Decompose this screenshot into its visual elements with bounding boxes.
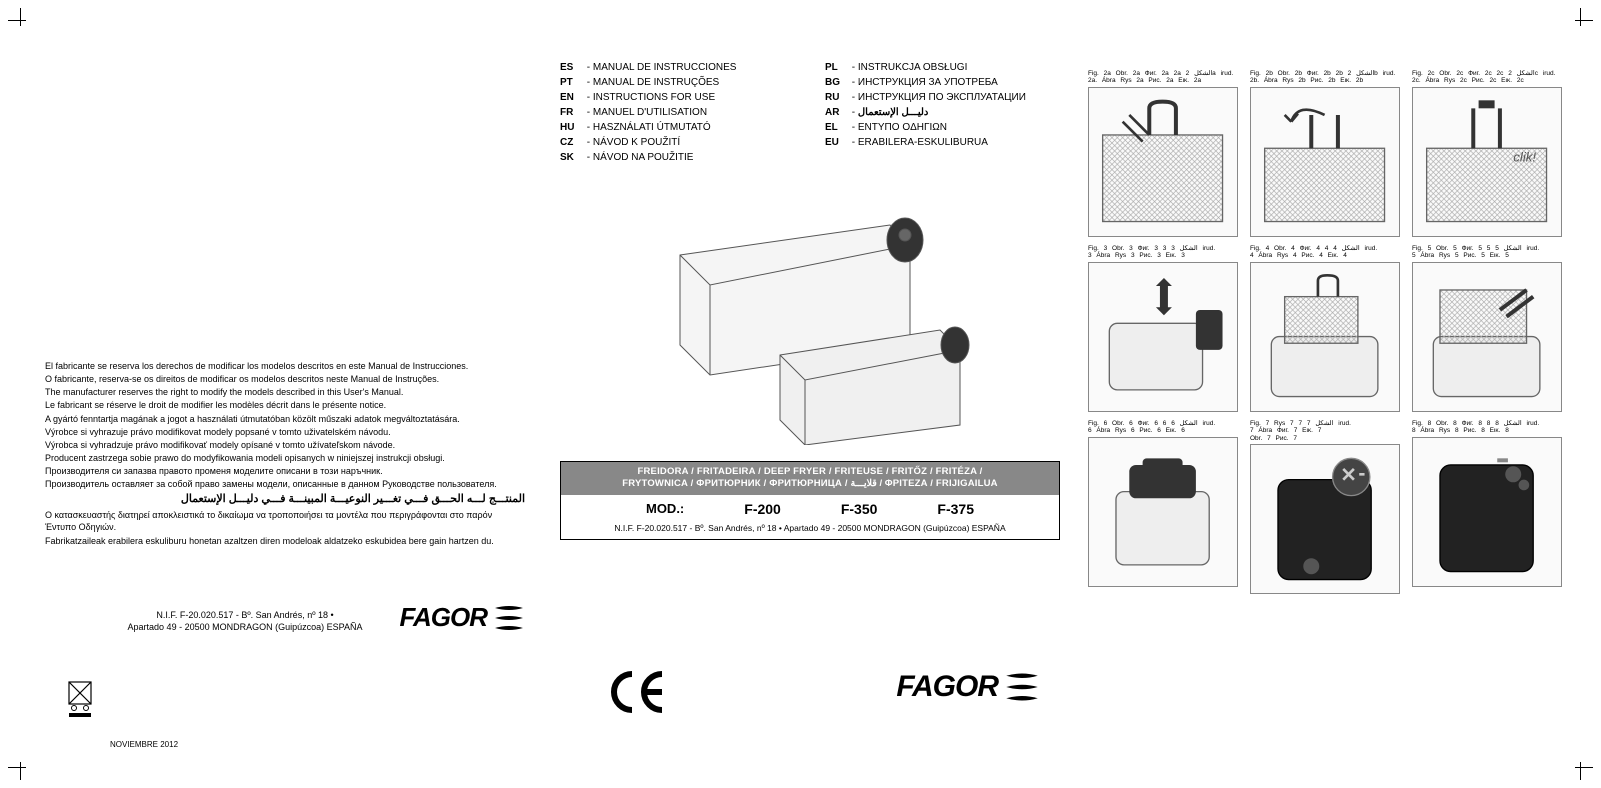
figure-caption: Fig. 7 Rys 7 7 الشكل 7 irud.7 Ábra Фиг. … (1250, 420, 1404, 442)
fagor-logo: FAGOR (400, 600, 525, 635)
manufacturer-address: N.I.F. F-20.020.517 - Bº. San Andrés, nº… (105, 610, 385, 633)
figure-cell: Fig. 7 Rys 7 7 الشكل 7 irud.7 Ábra Фиг. … (1250, 420, 1404, 594)
language-item: RU - ИНСТРУКЦИЯ ПО ЭКСПЛУАТАЦИИ (825, 90, 1060, 105)
figure-caption: Fig. 2a Obr. 2a Фиг. 2a 2a الشكل 2a irud… (1088, 70, 1242, 85)
crop-mark (1580, 8, 1581, 26)
figure-illustration (1250, 262, 1400, 412)
figure-illustration (1088, 262, 1238, 412)
model-row: MOD.: F-200 F-350 F-375 (561, 495, 1059, 523)
publication-date: NOVIEMBRE 2012 (110, 740, 178, 751)
figure-cell: Fig. 2c Obr. 2c Фиг. 2c 2c الشكل 2c irud… (1412, 70, 1566, 237)
disclaimer-text: Výrobca si vyhradzuje právo modifikovať … (45, 439, 525, 451)
ce-mark-icon (610, 670, 670, 719)
disclaimer-text: Producent zastrzega sobie prawo do modyf… (45, 452, 525, 464)
mod-label: MOD.: (646, 501, 684, 517)
language-item: ES - MANUAL DE INSTRUCCIONES (560, 60, 795, 75)
crop-mark (1575, 767, 1593, 768)
crop-mark (8, 20, 26, 21)
language-item: EU - ERABILERA-ESKULIBURUA (825, 135, 1060, 150)
brand-text: FAGOR (400, 600, 487, 635)
figure-illustration (1088, 437, 1238, 587)
crop-mark (20, 762, 21, 780)
crop-mark (8, 767, 26, 768)
product-type-header: FREIDORA / FRITADEIRA / DEEP FRYER / FRI… (561, 462, 1059, 495)
crop-mark (1580, 762, 1581, 780)
figure-grid: Fig. 2a Obr. 2a Фиг. 2a 2a الشكل 2a irud… (1088, 70, 1568, 594)
language-item: CZ - NÁVOD K POUŽITÍ (560, 135, 795, 150)
disclaimer-text: Производитель оставляет за собой право з… (45, 478, 525, 490)
language-item: HU - HASZNÁLATI ÚTMUTATÓ (560, 120, 795, 135)
disclaimer-text: The manufacturer reserves the right to m… (45, 386, 525, 398)
figure-illustration (1088, 87, 1238, 237)
svg-text:clik!: clik! (1514, 150, 1537, 165)
figure-cell: Fig. 3 Obr. 3 Фиг. 3 3 الشكل 3 irud.3 Áb… (1088, 245, 1242, 412)
disclaimer-text: El fabricante se reserva los derechos de… (45, 360, 525, 372)
product-illustration (560, 175, 1060, 455)
figure-illustration (1250, 444, 1400, 594)
language-item: SK - NÁVOD NA POUŽITIE (560, 150, 795, 165)
figure-illustration (1250, 87, 1400, 237)
fagor-swoosh-icon (1004, 671, 1040, 703)
figure-cell: Fig. 2b Obr. 2b Фиг. 2b 2b الشكل 2b irud… (1250, 70, 1404, 237)
model-number: F-375 (937, 501, 974, 517)
figure-cell: Fig. 5 Obr. 5 Фиг. 5 5 الشكل 5 irud.5 Áb… (1412, 245, 1566, 412)
disclaimer-text: Výrobce si vyhrazuje právo modifikovat m… (45, 426, 525, 438)
figure-caption: Fig. 3 Obr. 3 Фиг. 3 3 الشكل 3 irud.3 Áb… (1088, 245, 1242, 260)
manufacturer-address: N.I.F. F-20.020.517 - Bº. San Andrés, nº… (561, 523, 1059, 539)
language-item: EN - INSTRUCTIONS FOR USE (560, 90, 795, 105)
language-item: FR - MANUEL D'UTILISATION (560, 105, 795, 120)
model-info-box: FREIDORA / FRITADEIRA / DEEP FRYER / FRI… (560, 461, 1060, 540)
weee-icon (65, 680, 95, 721)
figure-illustration (1412, 437, 1562, 587)
fagor-swoosh-icon (493, 604, 525, 632)
figure-caption: Fig. 5 Obr. 5 Фиг. 5 5 الشكل 5 irud.5 Áb… (1412, 245, 1566, 260)
crop-mark (20, 8, 21, 26)
address-line: N.I.F. F-20.020.517 - Bº. San Andrés, nº… (105, 610, 385, 622)
address-line: Apartado 49 - 20500 MONDRAGON (Guipúzcoa… (105, 622, 385, 634)
disclaimer-text: Производителя си запазва правото променя… (45, 465, 525, 477)
brand-text: FAGOR (896, 670, 998, 704)
figure-caption: Fig. 6 Obr. 6 Фиг. 6 6 الشكل 6 irud.6 Áb… (1088, 420, 1242, 435)
cover-panel: ES - MANUAL DE INSTRUCCIONES PT - MANUAL… (560, 60, 1060, 540)
crop-mark (1575, 20, 1593, 21)
fagor-logo: FAGOR (896, 670, 1040, 704)
figure-caption: Fig. 2c Obr. 2c Фиг. 2c 2c الشكل 2c irud… (1412, 70, 1566, 85)
disclaimer-text: Ο κατασκευαστής διατηρεί αποκλειστικά το… (45, 509, 525, 533)
disclaimer-text: Fabrikatzaileak erabilera eskuliburu hon… (45, 535, 525, 547)
disclaimer-text: O fabricante, reserva-se os direitos de … (45, 373, 525, 385)
language-item: PT - MANUAL DE INSTRUÇÕES (560, 75, 795, 90)
disclaimer-text: A gyártó fenntartja magának a jogot a ha… (45, 413, 525, 425)
figure-caption: Fig. 4 Obr. 4 Фиг. 4 4 الشكل 4 irud.4 Áb… (1250, 245, 1404, 260)
language-item: PL - INSTRUKCJA OBSŁUGI (825, 60, 1060, 75)
figure-cell: Fig. 8 Obr. 8 Фиг. 8 8 الشكل 8 irud.8 Áb… (1412, 420, 1566, 594)
disclaimer-text: Le fabricant se réserve le droit de modi… (45, 399, 525, 411)
model-number: F-200 (744, 501, 781, 517)
language-item: EL - ENTYΠO OΔHΓIΩN (825, 120, 1060, 135)
disclaimer-text-arabic: المنتـــج لـــه الحـــق فـــي تغـــير ال… (45, 492, 525, 507)
figure-illustration (1412, 262, 1562, 412)
figure-cell: Fig. 4 Obr. 4 Фиг. 4 4 الشكل 4 irud.4 Áb… (1250, 245, 1404, 412)
language-item: BG - ИНСТРУКЦИЯ ЗА УПОТРЕБА (825, 75, 1060, 90)
disclaimer-list: El fabricante se reserva los derechos de… (45, 360, 525, 547)
language-item: AR - دليـــل الإستعمال (825, 105, 1060, 120)
language-list: ES - MANUAL DE INSTRUCCIONES PT - MANUAL… (560, 60, 1060, 165)
figure-caption: Fig. 2b Obr. 2b Фиг. 2b 2b الشكل 2b irud… (1250, 70, 1404, 85)
figures-panel: Fig. 2a Obr. 2a Фиг. 2a 2a الشكل 2a irud… (1088, 70, 1568, 594)
model-number: F-350 (841, 501, 878, 517)
figure-cell: Fig. 6 Obr. 6 Фиг. 6 6 الشكل 6 irud.6 Áb… (1088, 420, 1242, 594)
back-panel: El fabricante se reserva los derechos de… (45, 360, 525, 548)
figure-cell: Fig. 2a Obr. 2a Фиг. 2a 2a الشكل 2a irud… (1088, 70, 1242, 237)
figure-caption: Fig. 8 Obr. 8 Фиг. 8 8 الشكل 8 irud.8 Áb… (1412, 420, 1566, 435)
figure-illustration: clik! (1412, 87, 1562, 237)
